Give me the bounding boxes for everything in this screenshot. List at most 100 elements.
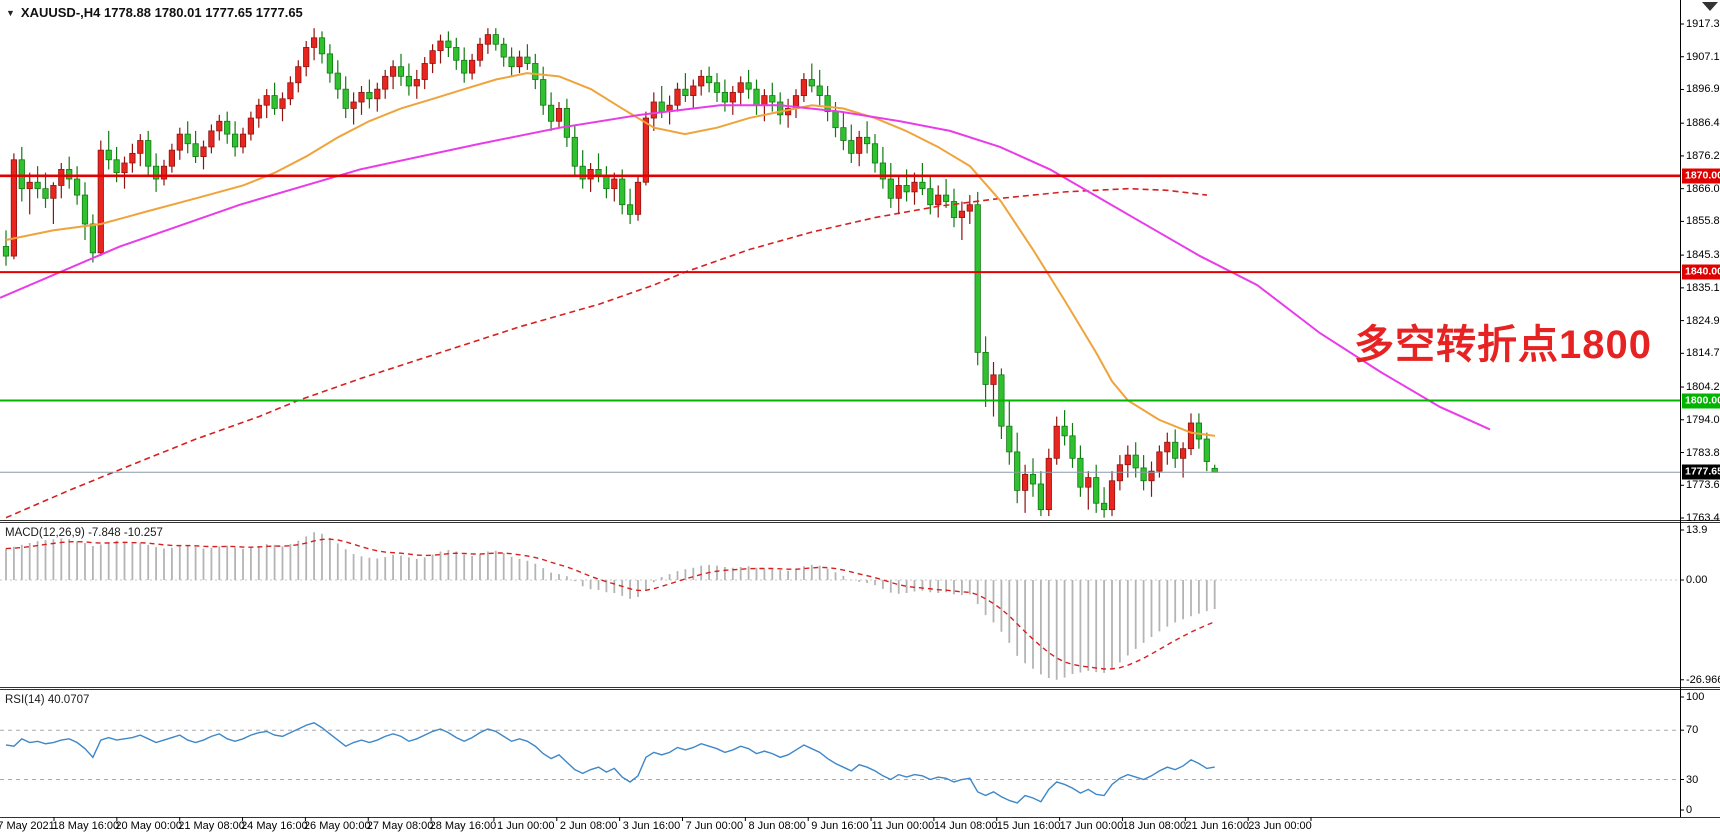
candle [121,162,128,174]
candle [761,95,768,106]
candle [1029,473,1037,485]
candle [737,82,744,93]
candle [89,223,96,254]
candle [58,169,65,186]
candle [958,210,966,218]
price-axis-label: 1866.00 [1686,182,1720,195]
candle [619,178,626,206]
candle [239,133,247,148]
candle [871,143,879,164]
candle [950,201,958,218]
candle [508,56,515,68]
candle [271,95,278,109]
rsi-axis-label: 70 [1686,724,1699,737]
time-axis-label: 17 May 2021 [0,820,55,832]
candle [982,351,989,385]
time-axis-label: 18 May 16:00 [52,820,120,832]
candle [1022,473,1029,491]
price-axis-label: 1876.20 [1686,149,1720,162]
candle [326,53,334,74]
price-axis-label: 1845.30 [1686,249,1720,262]
candle [303,47,310,68]
candle [500,43,507,58]
candle [642,117,650,183]
candle [2,246,10,257]
candle [1069,435,1076,459]
candle [74,178,81,196]
candle [903,185,910,193]
candle [66,169,73,180]
candle [524,56,531,64]
candle [358,91,365,103]
candle [113,159,120,174]
candle [247,117,254,135]
candle [690,85,697,96]
candle [413,79,420,87]
candle [579,165,586,180]
candle [350,101,357,109]
macd-axis-label: -26.966 [1686,673,1720,686]
chart-annotation[interactable]: 多空转折点1800 [1354,323,1652,367]
candle [1045,457,1052,511]
candle [382,75,389,90]
candle [208,130,215,148]
candle [1085,477,1092,488]
candle [824,95,831,113]
candle [1093,477,1100,504]
candle [200,146,207,157]
time-axis-label: 7 Jun 00:00 [685,820,744,832]
candle [160,165,168,180]
candle [713,82,721,93]
candle [1140,467,1147,482]
candle [1156,451,1163,472]
candle [152,165,160,180]
price-axis-label: 1763.40 [1686,512,1720,524]
time-axis-label: 11 Jun 00:00 [871,820,935,832]
candle [706,75,713,84]
candle [1211,467,1218,473]
candle [532,63,539,80]
candle [1148,470,1155,482]
candle [453,47,460,61]
candle [397,66,405,77]
candle [484,34,492,45]
candle [848,140,855,154]
macd-signal-line [5,538,1215,670]
candle [966,204,973,212]
candle [729,91,736,103]
candle [1101,502,1108,511]
candle [287,82,294,100]
price-level-badge: 1870.00 [1682,168,1720,184]
candle [374,88,381,100]
candle [935,194,942,206]
candle [1187,422,1195,450]
candle [540,79,547,106]
time-axis-label: 20 May 00:00 [115,820,183,832]
candle [405,75,413,87]
candle [879,162,887,180]
candle [777,101,784,116]
candle [927,188,934,206]
macd-label: MACD(12,26,9) -7.848 -10.257 [5,527,163,539]
candle [816,85,823,96]
price-axis-label: 1896.90 [1686,83,1720,96]
price-axis-label: 1886.40 [1686,117,1720,130]
time-axis-label: 23 Jun 00:00 [1248,820,1312,832]
candle [627,204,634,215]
candle [674,88,681,106]
candle [26,181,33,190]
ma-line-mid-magenta [0,104,1491,431]
price-axis-label: 1824.90 [1686,314,1720,327]
candle [192,143,199,157]
candle [224,120,231,135]
candle [97,149,104,254]
candle [81,194,89,225]
candle [389,66,397,77]
candle [832,111,839,129]
candle [919,181,926,190]
candle [721,91,729,103]
candle [785,108,792,116]
candle [1006,425,1013,453]
candle [137,140,144,154]
